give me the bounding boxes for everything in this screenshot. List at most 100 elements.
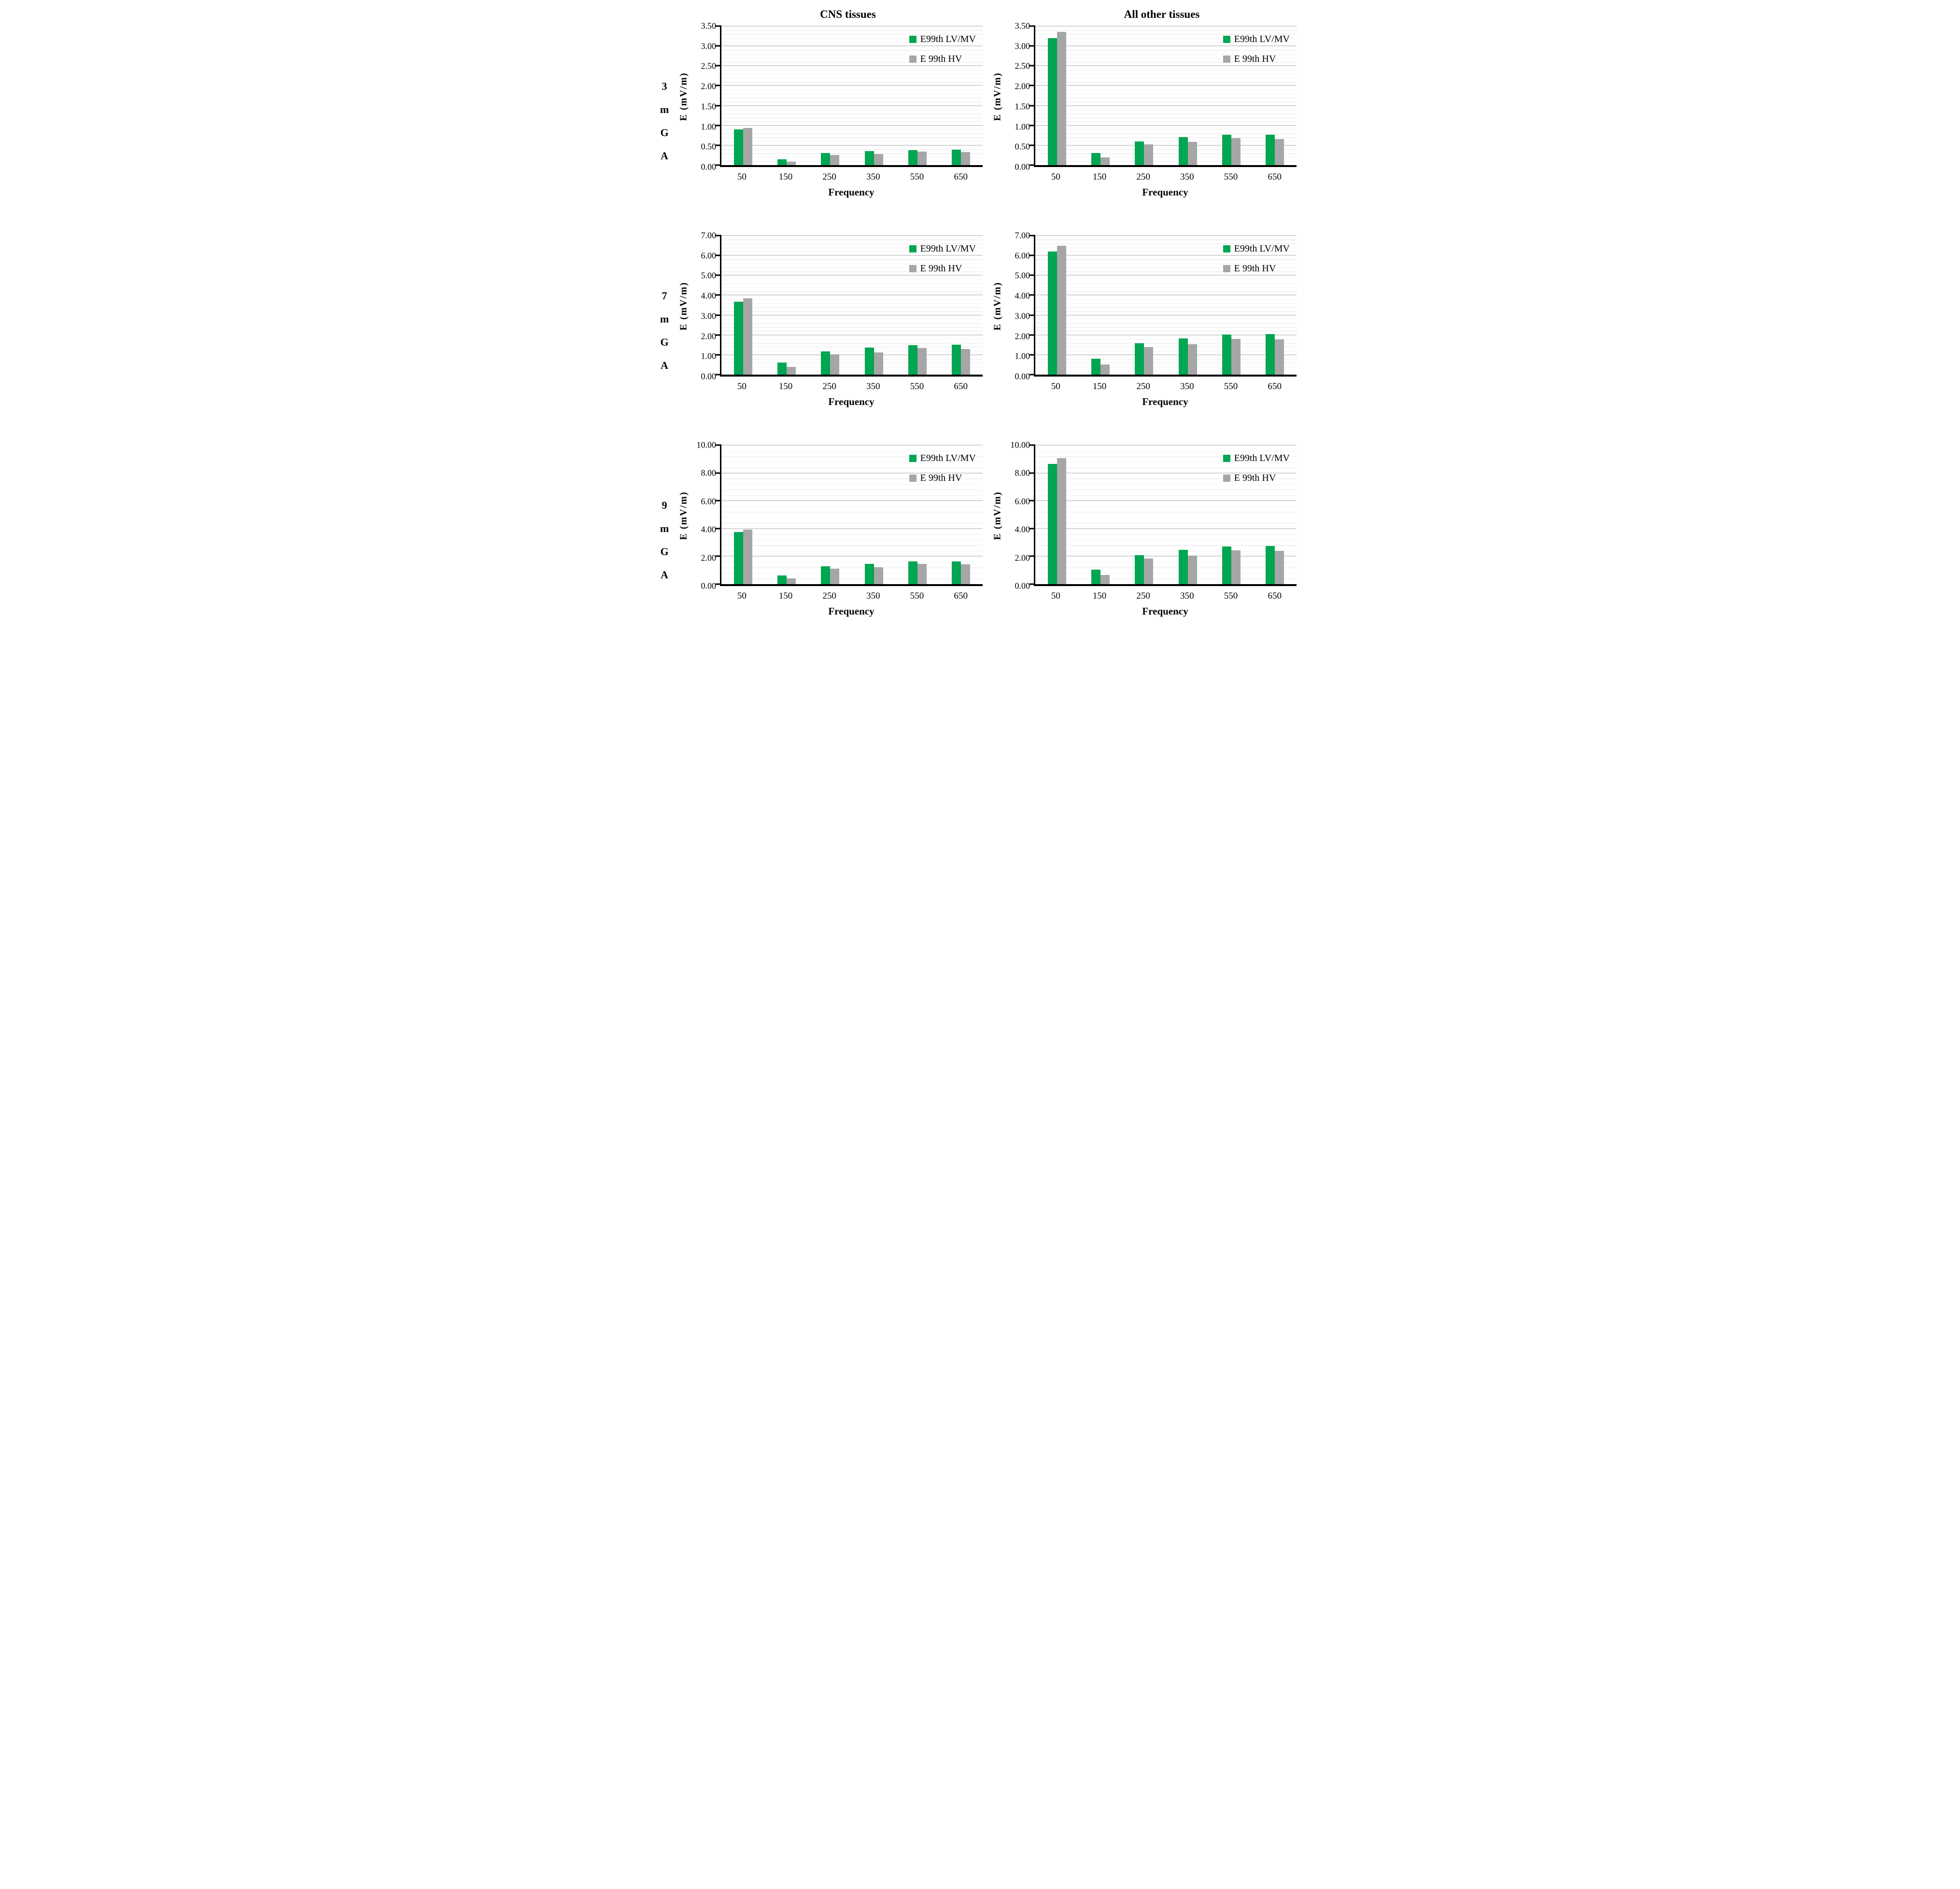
x-tick-label: 550 xyxy=(1224,172,1238,182)
y-tick-label: 3.50 xyxy=(1015,21,1030,31)
y-tick-label: 0.00 xyxy=(1015,371,1030,381)
legend-swatch-green xyxy=(909,36,917,43)
legend-item-hv: E 99th HV xyxy=(909,263,962,274)
y-axis-title: E (mV/m) xyxy=(989,26,1006,167)
minor-gridline xyxy=(721,133,983,134)
minor-gridline xyxy=(1035,70,1297,71)
x-tick-label: 650 xyxy=(1268,381,1282,392)
minor-gridline xyxy=(1035,271,1297,272)
minor-gridline xyxy=(1035,561,1297,563)
minor-gridline xyxy=(1035,157,1297,158)
minor-gridline xyxy=(1035,42,1297,43)
x-tick-label: 50 xyxy=(1051,591,1060,601)
y-axis-tick xyxy=(1029,235,1035,237)
x-tick-label: 550 xyxy=(910,591,924,601)
x-tick-label: 650 xyxy=(954,591,968,601)
bar-lvmv-350 xyxy=(864,348,874,375)
x-tick-label: 250 xyxy=(822,172,836,182)
y-axis-title-text: E (mV/m) xyxy=(678,72,689,121)
legend-label: E 99th HV xyxy=(1234,263,1276,274)
bar-group-50 xyxy=(1035,26,1079,165)
minor-gridline xyxy=(721,467,983,468)
minor-gridline xyxy=(1035,129,1297,130)
x-axis-title: Frequency xyxy=(1142,396,1188,407)
y-tick-labels: 0.00 1.00 2.00 3.00 4.00 5.00 6.00 7.00 xyxy=(692,231,720,381)
legend-label: E 99th HV xyxy=(920,473,962,483)
minor-gridline xyxy=(1035,567,1297,568)
minor-gridline xyxy=(721,343,983,344)
minor-gridline xyxy=(721,283,983,284)
legend: E99th LV/MV E 99th HV xyxy=(909,34,976,65)
minor-gridline xyxy=(1035,259,1297,260)
legend-item-hv: E 99th HV xyxy=(909,54,962,65)
x-tick-label: 350 xyxy=(1180,591,1194,601)
plot-area: E99th LV/MV E 99th HV xyxy=(1029,25,1297,167)
y-tick-label: 2.00 xyxy=(1015,331,1030,341)
x-tick-label: 150 xyxy=(778,591,793,601)
minor-gridline xyxy=(1035,307,1297,308)
bar-group-250 xyxy=(808,445,852,584)
minor-gridline xyxy=(1035,495,1297,496)
x-tick-labels: 50 150 250 350 550 650 xyxy=(1034,591,1297,603)
bar-hv-650 xyxy=(1274,551,1284,584)
minor-gridline xyxy=(721,239,983,240)
legend-swatch-gray xyxy=(909,265,917,272)
major-gridline xyxy=(1035,500,1297,502)
legend-swatch-green xyxy=(909,455,917,462)
legend-item-hv: E 99th HV xyxy=(909,473,962,484)
bar-hv-550 xyxy=(1231,138,1241,165)
bar-lvmv-250 xyxy=(1135,555,1144,584)
row-label-letter: A xyxy=(661,359,668,371)
legend-swatch-gray xyxy=(909,56,917,63)
row-label-letter: m xyxy=(660,522,669,534)
row-label-letter: 7 xyxy=(662,290,667,302)
x-tick-label: 250 xyxy=(1136,591,1150,601)
bar-hv-50 xyxy=(1057,32,1066,165)
major-gridline xyxy=(1035,528,1297,529)
minor-gridline xyxy=(721,161,983,162)
minor-gridline xyxy=(1035,343,1297,344)
major-gridline xyxy=(721,105,983,106)
minor-gridline xyxy=(721,271,983,272)
bar-group-50 xyxy=(1035,445,1079,584)
chart-area: E (mV/m) 0.00 1.00 2.00 3.00 4.00 5.00 6.00 7.0… xyxy=(676,231,987,381)
bar-lvmv-350 xyxy=(1178,550,1188,584)
y-axis-tick xyxy=(1029,254,1035,256)
major-gridline xyxy=(1035,125,1297,126)
minor-gridline xyxy=(721,57,983,59)
column-title-spacer xyxy=(989,215,1300,236)
y-axis-tick xyxy=(716,354,721,356)
minor-gridline xyxy=(1035,366,1297,368)
y-tick-label: 1.00 xyxy=(701,122,717,132)
minor-gridline xyxy=(721,484,983,485)
bar-lvmv-150 xyxy=(777,159,787,165)
minor-gridline xyxy=(1035,311,1297,312)
bar-hv-650 xyxy=(960,564,970,584)
bar-lvmv-50 xyxy=(1048,463,1058,584)
minor-gridline xyxy=(1035,523,1297,524)
minor-gridline xyxy=(1035,462,1297,463)
x-tick-label: 550 xyxy=(910,172,924,182)
y-axis-tick xyxy=(716,235,721,237)
major-gridline xyxy=(721,65,983,67)
bar-lvmv-350 xyxy=(1178,137,1188,165)
bar-lvmv-550 xyxy=(908,345,917,375)
bar-hv-350 xyxy=(1187,555,1197,584)
minor-gridline xyxy=(721,267,983,268)
bar-group-550 xyxy=(896,445,939,584)
y-tick-label: 7.00 xyxy=(701,230,717,240)
bar-hv-550 xyxy=(917,348,927,375)
bar-hv-150 xyxy=(787,161,796,165)
y-axis-tick xyxy=(716,164,721,166)
minor-gridline xyxy=(721,34,983,35)
minor-gridline xyxy=(1035,38,1297,39)
y-axis-tick xyxy=(1029,274,1035,276)
minor-gridline xyxy=(721,512,983,513)
row-label-letter: m xyxy=(660,103,669,115)
minor-gridline xyxy=(721,327,983,328)
bar-hv-650 xyxy=(1274,139,1284,165)
y-axis-tick xyxy=(1029,500,1035,502)
minor-gridline xyxy=(1035,50,1297,51)
